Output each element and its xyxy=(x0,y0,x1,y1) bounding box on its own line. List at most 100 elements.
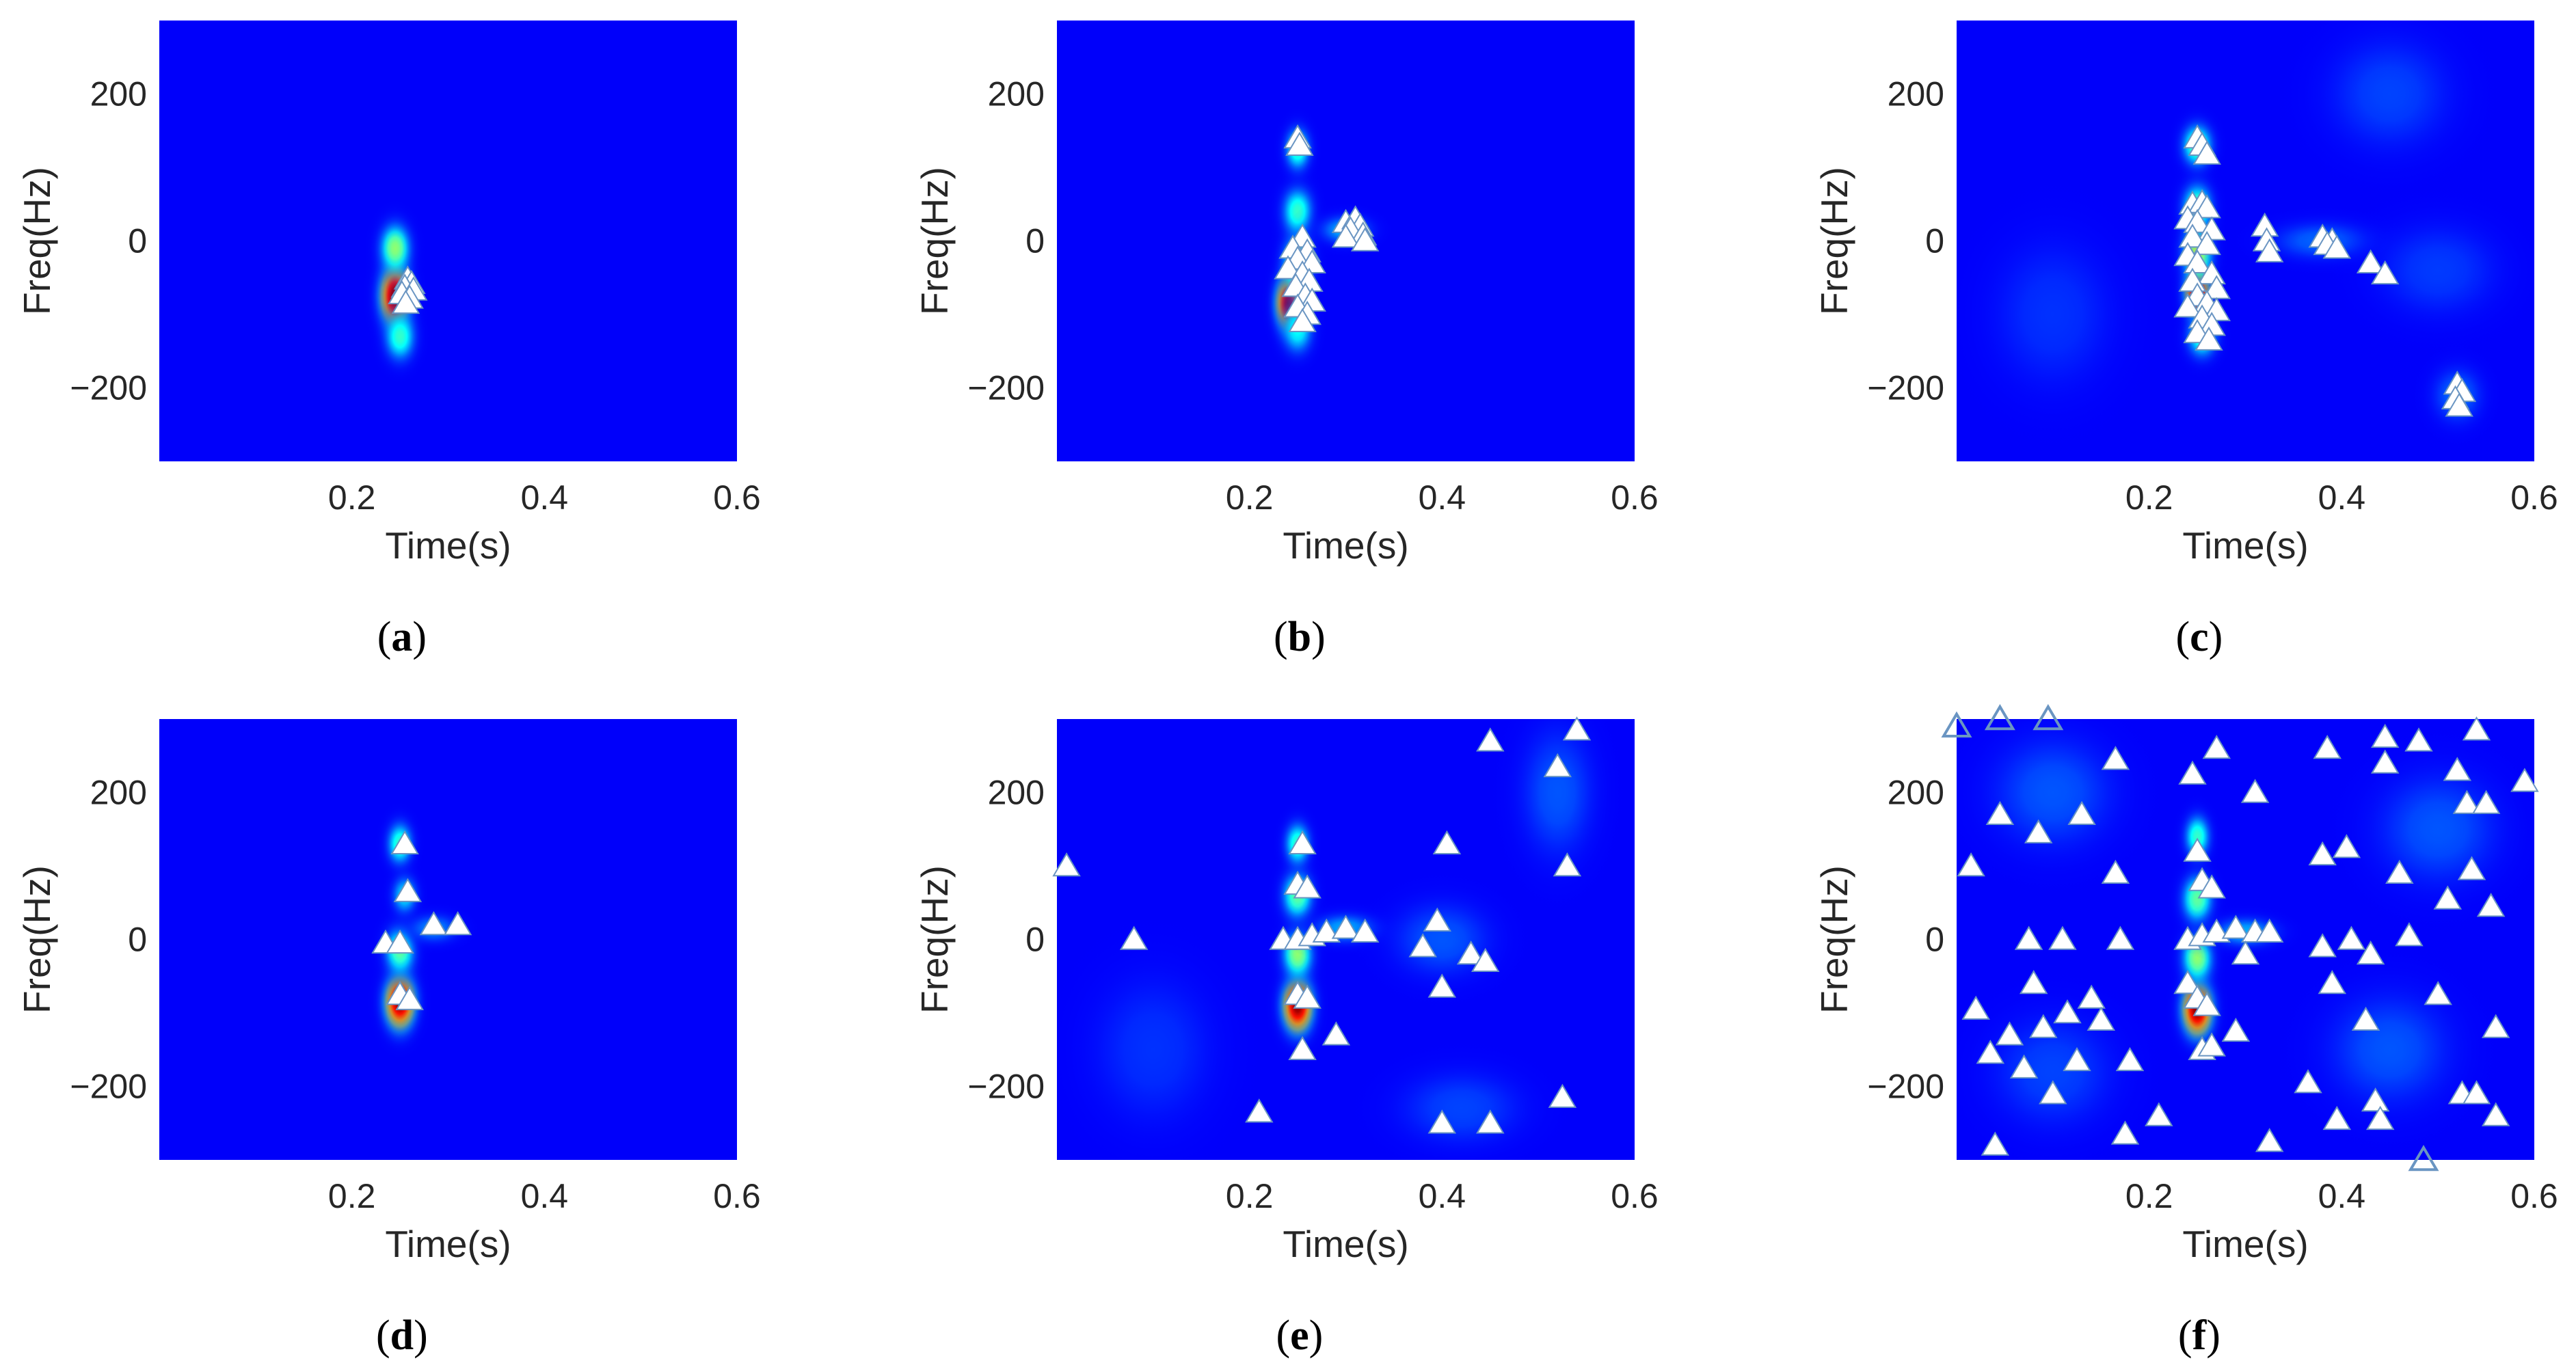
marker-triangle xyxy=(1288,308,1317,332)
marker-triangle xyxy=(2408,1145,2439,1172)
marker-triangle xyxy=(2221,915,2251,939)
marker-triangle xyxy=(1285,131,1314,156)
x-tick-label: 0.4 xyxy=(1419,478,1466,517)
y-tick-label: 200 xyxy=(1888,774,1944,812)
marker-triangle xyxy=(2178,760,2207,785)
marker-triangle xyxy=(2145,1102,2173,1126)
panel-e: 0.2 0.4 0.6 200 0 −200 Time(s) Freq(Hz) (e) xyxy=(913,716,1659,1359)
y-tick-label: 0 xyxy=(128,921,147,959)
marker-triangle xyxy=(2481,1102,2510,1126)
marker-triangle xyxy=(2063,1046,2091,1072)
y-axis-label: Freq(Hz) xyxy=(1813,167,1855,315)
marker-triangle xyxy=(2308,841,2337,866)
markers xyxy=(1274,124,1380,332)
marker-triangle xyxy=(2255,918,2284,943)
x-tick-label: 0.2 xyxy=(328,478,376,517)
x-axis-label: Time(s) xyxy=(2182,524,2308,567)
x-tick-label: 0.2 xyxy=(1226,1177,1274,1215)
marker-triangle xyxy=(1548,1083,1577,1108)
marker-triangle xyxy=(2231,940,2260,965)
marker-triangle xyxy=(2294,1069,2322,1094)
markers xyxy=(1052,716,1592,1134)
marker-triangle xyxy=(2356,249,2385,273)
marker-triangle xyxy=(2178,224,2207,248)
marker-triangle xyxy=(2110,1120,2140,1145)
marker-triangle xyxy=(2356,940,2385,965)
marker-triangle xyxy=(2481,1014,2510,1038)
heatmap-hotspot xyxy=(2245,917,2534,1160)
marker-triangle xyxy=(2322,1105,2352,1131)
marker-triangle xyxy=(1941,711,1972,737)
marker-triangle xyxy=(1293,874,1321,899)
marker-triangle xyxy=(2395,922,2424,947)
marker-triangle xyxy=(2173,293,2202,318)
marker-triangle xyxy=(1553,852,1582,877)
marker-triangle xyxy=(2462,716,2491,741)
markers xyxy=(2173,124,2477,417)
panel-d: 0.2 0.4 0.6 200 0 −200 Time(s) Freq(Hz) (d) xyxy=(16,719,761,1359)
marker-triangle xyxy=(1350,227,1380,252)
y-tick-label: 0 xyxy=(128,222,147,260)
marker-triangle xyxy=(2255,238,2284,262)
marker-triangle xyxy=(2009,1054,2039,1079)
panel-b: 0.2 0.4 0.6 200 0 −200 Time(s) Freq(Hz) (b) xyxy=(913,21,1659,660)
marker-triangle xyxy=(2101,859,2130,884)
marker-triangle xyxy=(2471,789,2501,814)
x-tick-label: 0.6 xyxy=(1611,1177,1659,1215)
y-tick-label: −200 xyxy=(1867,1068,1944,1106)
marker-triangle xyxy=(2197,874,2226,899)
marker-triangle xyxy=(1293,984,1321,1009)
marker-triangle xyxy=(2351,1006,2380,1031)
marker-triangle xyxy=(1423,907,1452,932)
marker-triangle xyxy=(1562,716,1592,741)
marker-triangle xyxy=(2183,249,2212,273)
x-tick-label: 0.4 xyxy=(521,1177,569,1215)
x-tick-label: 0.4 xyxy=(1419,1177,1466,1215)
marker-triangle xyxy=(2039,1080,2067,1105)
heatmap-hotspot xyxy=(1471,719,1635,947)
marker-triangle xyxy=(1274,255,1302,280)
markers xyxy=(388,265,428,314)
marker-triangle xyxy=(2024,819,2053,843)
marker-triangle xyxy=(2101,746,2130,770)
marker-triangle xyxy=(1995,1021,2024,1046)
marker-triangle xyxy=(2019,970,2048,994)
y-tick-label: 200 xyxy=(1888,75,1944,113)
marker-triangle xyxy=(2014,925,2043,950)
marker-triangle xyxy=(2029,1014,2058,1038)
heatmap-hotspot xyxy=(2293,160,2534,381)
y-tick-label: 200 xyxy=(988,774,1045,812)
marker-triangle xyxy=(1984,704,2015,731)
x-tick-label: 0.6 xyxy=(713,1177,761,1215)
markers xyxy=(371,830,472,1010)
marker-triangle xyxy=(2308,933,2337,958)
y-tick-label: 200 xyxy=(90,774,147,812)
marker-triangle xyxy=(2457,856,2486,880)
panel-label: (c) xyxy=(2175,614,2223,660)
panel-label: (a) xyxy=(377,614,427,660)
marker-triangle xyxy=(2087,1006,2116,1031)
y-tick-label: −200 xyxy=(70,1068,147,1106)
markers xyxy=(1941,704,2539,1172)
marker-triangle xyxy=(2255,1128,2284,1152)
marker-triangle xyxy=(2032,704,2064,731)
heatmap-hotspot xyxy=(2293,719,2534,962)
marker-triangle xyxy=(2192,992,2221,1016)
marker-triangle xyxy=(386,929,414,954)
marker-triangle xyxy=(2192,194,2221,219)
panel-label: (b) xyxy=(1274,614,1326,660)
x-axis-label: Time(s) xyxy=(385,1223,511,1265)
marker-triangle xyxy=(2370,723,2400,748)
y-tick-label: −200 xyxy=(967,369,1045,407)
panel-label: (f) xyxy=(2178,1312,2221,1359)
marker-triangle xyxy=(2240,779,2270,803)
marker-triangle xyxy=(1981,1131,2010,1156)
marker-triangle xyxy=(2202,918,2231,943)
marker-triangle xyxy=(1476,727,1505,752)
marker-triangle xyxy=(1957,852,1985,877)
marker-triangle xyxy=(2077,984,2106,1009)
y-tick-label: 200 xyxy=(988,75,1045,113)
marker-triangle xyxy=(1331,224,1360,248)
marker-triangle xyxy=(2067,800,2096,825)
